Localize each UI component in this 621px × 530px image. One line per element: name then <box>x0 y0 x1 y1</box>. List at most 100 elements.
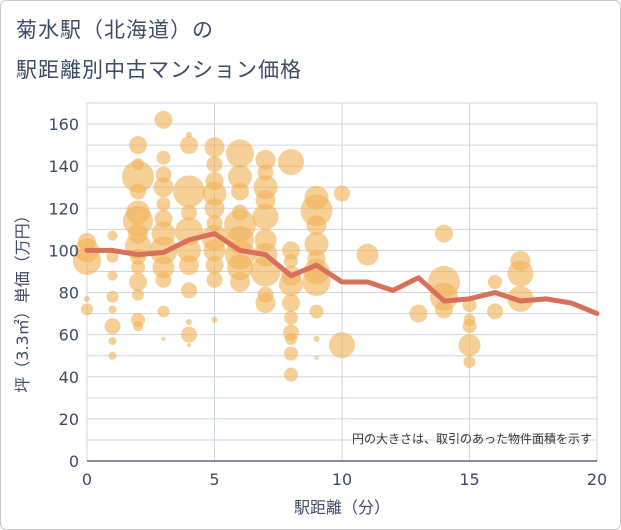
bubble-point <box>181 282 197 299</box>
bubble-point <box>181 204 197 221</box>
bubble-point <box>122 160 154 193</box>
bubble-point <box>107 230 118 241</box>
x-axis-title: 駅距離（分） <box>294 498 390 517</box>
bubble-point <box>284 346 298 361</box>
y-tick-label: 40 <box>59 368 79 387</box>
bubble-point <box>462 298 477 313</box>
bubble-point <box>231 182 249 201</box>
bubble-point <box>304 232 329 257</box>
bubble-point <box>156 150 171 165</box>
bubble-point <box>157 305 170 318</box>
bubble-point <box>204 137 225 158</box>
bubble-point <box>255 149 276 170</box>
bubble-point <box>186 131 192 138</box>
bubble-point <box>206 156 223 173</box>
bubble-point <box>81 303 93 316</box>
bubble-point <box>314 355 319 360</box>
bubble-point <box>108 351 117 360</box>
bubble-point <box>462 319 477 334</box>
y-tick-label: 140 <box>48 157 79 176</box>
bubble-point <box>306 215 327 236</box>
bubble-point <box>282 241 300 260</box>
bubble-point <box>409 304 428 323</box>
bubble-point <box>284 253 298 268</box>
x-tick-label: 20 <box>587 470 607 489</box>
bubble-point <box>255 293 276 314</box>
bubble-point <box>278 148 304 175</box>
average-price-line <box>84 231 600 317</box>
bubble-point <box>129 273 147 291</box>
bubble-point <box>285 332 297 345</box>
bubble-point <box>507 260 534 287</box>
bubble-point <box>334 185 350 202</box>
bubble-point <box>73 246 101 275</box>
bubble-point <box>180 136 198 155</box>
bubble-point <box>131 260 145 275</box>
tick-layer: 0 20 40 60 80 100 120 140 160 0 5 10 15 20 <box>48 115 607 489</box>
bubble-point <box>156 197 171 212</box>
bubble-point <box>155 271 172 288</box>
bubble-point <box>104 318 121 335</box>
bubble-point <box>106 290 119 303</box>
bubble-point <box>302 268 331 296</box>
bubble-point <box>228 164 252 189</box>
x-tick-label: 0 <box>82 470 92 489</box>
bubble-point <box>211 316 218 323</box>
y-tick-label: 60 <box>59 326 79 345</box>
bubble-point <box>435 224 453 243</box>
bubble-point <box>206 271 223 288</box>
bubble-point <box>205 256 224 275</box>
bubble-point <box>356 243 379 266</box>
bubble-point <box>226 139 254 168</box>
bubble-point <box>78 232 96 251</box>
y-tick-label: 160 <box>48 115 79 134</box>
bubble-point <box>173 175 205 208</box>
bubble-point <box>107 270 118 281</box>
bubble-point <box>279 272 303 297</box>
y-tick-label: 0 <box>69 452 79 471</box>
bubble-point <box>187 343 191 348</box>
bubble-point <box>202 181 227 206</box>
bubble-point <box>186 319 192 326</box>
y-tick-label: 80 <box>59 284 79 303</box>
trend-layer <box>84 231 600 317</box>
bubble-layer <box>73 110 534 382</box>
x-tick-label: 15 <box>459 470 479 489</box>
bubble-point <box>133 321 143 332</box>
bubble-point <box>179 255 199 276</box>
y-tick-label: 120 <box>48 199 79 218</box>
bubble-point <box>106 250 119 263</box>
bubble-point <box>435 300 453 319</box>
x-tick-label: 10 <box>332 470 352 489</box>
bubble-point <box>300 194 333 227</box>
bubble-point <box>132 288 144 301</box>
chart-title-line2: 駅距離別中古マンション価格 <box>16 58 302 82</box>
bubble-point <box>108 305 117 314</box>
chart-title-line1: 菊水駅（北海道）の <box>16 18 214 42</box>
bubble-point <box>203 239 226 262</box>
bubble-point <box>108 336 117 345</box>
bubble-point <box>488 275 502 289</box>
bubble-size-note: 円の大きさは、取引のあった物件面積を示す <box>352 431 592 446</box>
bubble-point <box>230 272 250 292</box>
bubble-point <box>282 294 300 313</box>
bubble-point <box>129 136 147 155</box>
bubble-point <box>284 310 298 325</box>
bubble-point <box>204 198 225 219</box>
bubble-point <box>313 335 320 342</box>
bubble-point <box>458 334 481 357</box>
bubble-point <box>154 110 173 129</box>
y-axis-title: 坪（3.3㎡）単価（万円） <box>13 207 32 392</box>
bubble-point <box>161 336 166 341</box>
bubble-point <box>463 356 476 369</box>
y-tick-label: 100 <box>48 241 79 260</box>
bubble-point <box>487 303 503 320</box>
bubble-point <box>227 254 253 281</box>
y-tick-label: 20 <box>59 410 79 429</box>
bubble-point <box>181 326 197 343</box>
bubble-point <box>329 332 355 359</box>
x-tick-label: 5 <box>209 470 219 489</box>
bubble-point <box>252 203 279 230</box>
bubble-point <box>84 295 90 302</box>
